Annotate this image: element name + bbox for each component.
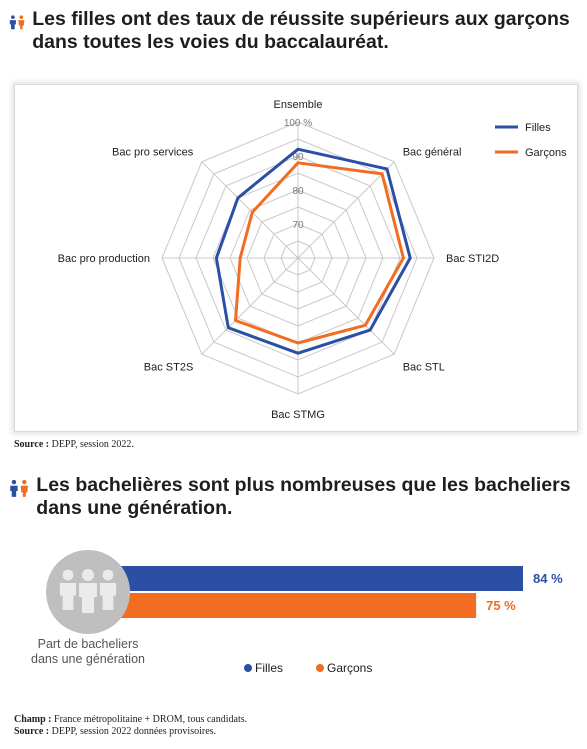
- source-label: Source :: [14, 726, 50, 737]
- radar-spoke: [201, 161, 299, 259]
- person-head: [62, 569, 74, 581]
- radar-category-label: Bac pro production: [58, 253, 150, 265]
- radar-tick-label: 90: [292, 152, 304, 163]
- bar-value-label: 84 %: [533, 571, 563, 586]
- radar-category-label: Ensemble: [274, 99, 323, 111]
- chart1-title-row: Les filles ont des taux de réussite supé…: [8, 8, 578, 54]
- person-head: [102, 569, 114, 581]
- legend-dot-filles: [244, 664, 252, 672]
- champ-label: Champ :: [14, 714, 52, 725]
- source-text: DEPP, session 2022 données provisoires.: [51, 726, 217, 737]
- chart2-title-row: Les bachelières sont plus nombreuses que…: [8, 474, 583, 520]
- radar-series-garcons: [234, 161, 405, 345]
- chart2-champ: Champ : France métropolitaine + DROM, to…: [14, 714, 247, 725]
- source-label: Source :: [14, 439, 50, 450]
- legend-label: Filles: [255, 661, 283, 675]
- people-group-icon: [46, 550, 130, 634]
- chart1-source: Source : DEPP, session 2022.: [14, 439, 134, 450]
- radar-category-label: Bac STMG: [271, 409, 325, 421]
- radar-tick-label: 70: [292, 220, 304, 231]
- person-body: [99, 583, 117, 610]
- chart2-title: Les bachelières sont plus nombreuses que…: [36, 474, 571, 519]
- bar-chart-caption: dans une génération: [31, 652, 145, 666]
- champ-text: France métropolitaine + DROM, tous candi…: [54, 714, 248, 725]
- bar-garcons: [85, 593, 477, 618]
- person-body: [59, 583, 77, 610]
- radar-tick-label: 100 %: [284, 118, 312, 129]
- person-body: [79, 583, 97, 613]
- source-text: DEPP, session 2022.: [51, 439, 134, 450]
- radar-chart-frame: 70 80 90 100 % Ensemble Bac général Bac STI2D B…: [14, 84, 578, 432]
- bar-filles: [85, 566, 523, 591]
- radar-category-label: Bac général: [403, 146, 462, 158]
- people-icon: [10, 479, 29, 497]
- radar-spoke: [297, 161, 395, 259]
- bar-chart-caption: Part de bacheliers: [38, 637, 139, 651]
- person-head: [82, 569, 94, 581]
- radar-chart: 70 80 90 100 % Ensemble Bac général Bac STI2D B…: [58, 99, 567, 421]
- chart1-title: Les filles ont des taux de réussite supé…: [32, 8, 570, 53]
- legend-dot-garcons: [316, 664, 324, 672]
- radar-tick-label: 80: [292, 186, 304, 197]
- chart2-source: Source : DEPP, session 2022 données prov…: [14, 726, 216, 737]
- radar-category-label: Bac STL: [403, 362, 445, 374]
- radar-category-label: Bac ST2S: [144, 362, 194, 374]
- radar-category-label: Bac pro services: [112, 146, 194, 158]
- legend-label: Filles: [525, 122, 551, 134]
- radar-series-filles: [214, 147, 412, 355]
- people-icon: [9, 15, 25, 30]
- bar-value-label: 75 %: [486, 598, 516, 613]
- legend-label: Garçons: [525, 147, 567, 159]
- legend-label: Garçons: [327, 661, 372, 675]
- radar-spoke: [297, 257, 395, 355]
- radar-spoke: [201, 257, 299, 355]
- radar-category-label: Bac STI2D: [446, 253, 499, 265]
